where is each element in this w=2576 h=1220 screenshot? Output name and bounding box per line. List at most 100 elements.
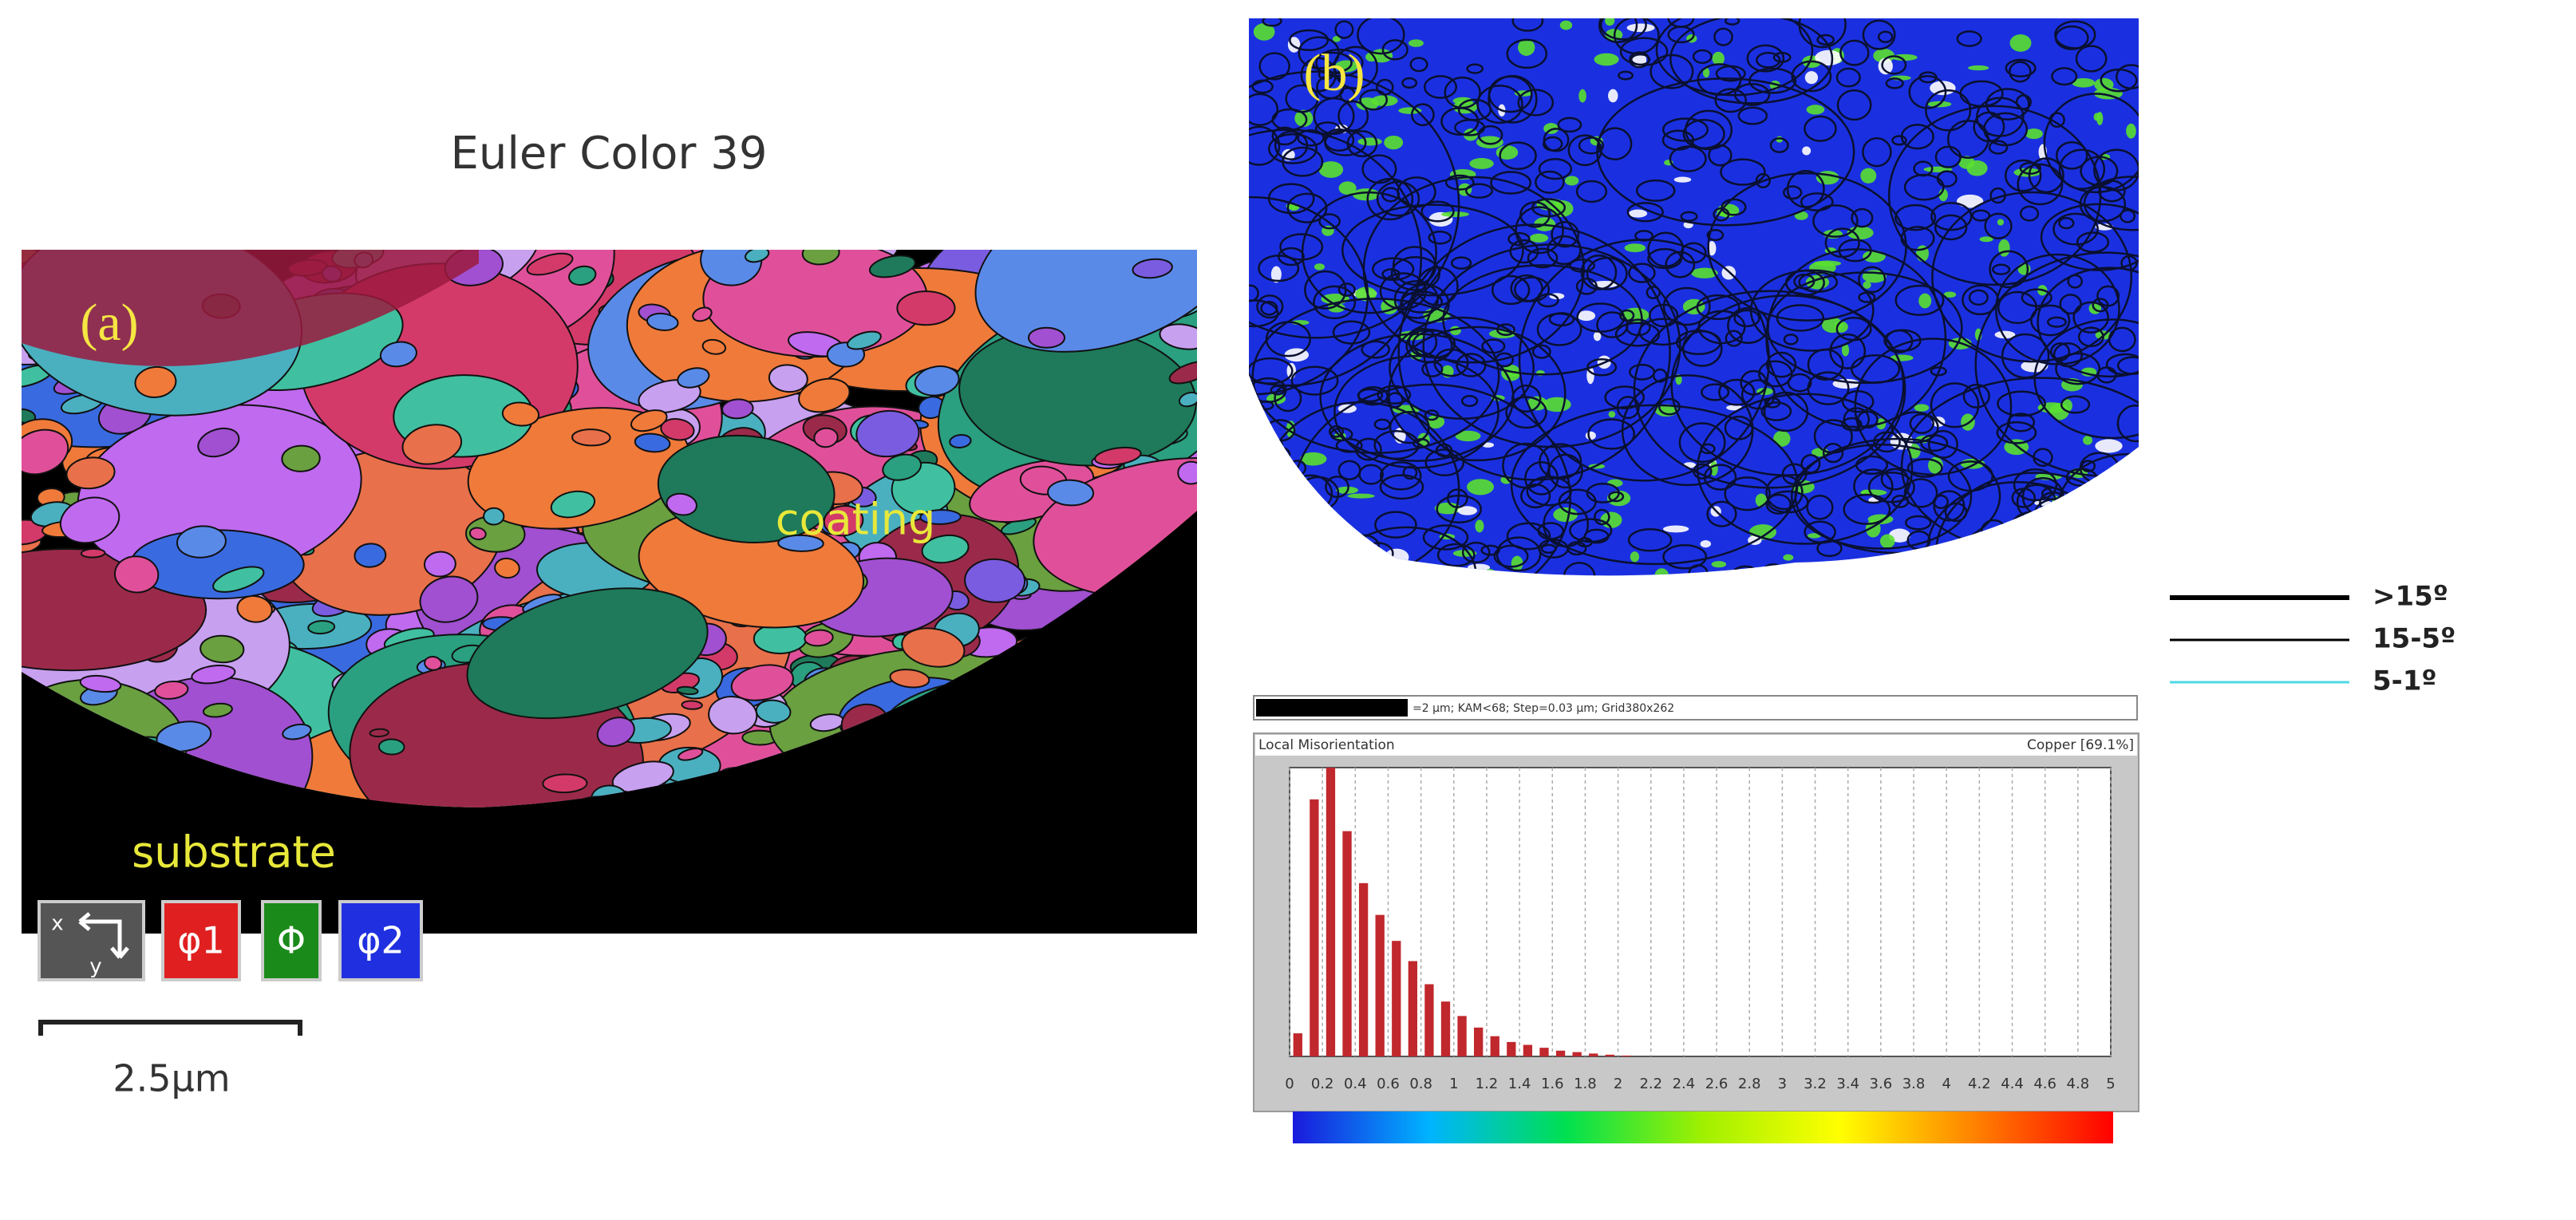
legend-label: 5-1º [2373,665,2437,697]
strain-spot [1408,39,1424,47]
grain-boundary [1450,574,1484,576]
strain-spot [1691,267,1718,278]
grain [896,290,956,326]
grain [1027,326,1066,349]
grain [1047,479,1095,507]
grain-boundary [1520,484,1551,509]
grain-boundary [2067,274,2084,289]
grain-boundary [1703,464,1737,491]
grain-boundary [1442,264,1643,376]
strain-spot [1593,331,1602,342]
strain-spot [1426,415,1445,428]
grain-boundary [2077,326,2104,348]
grain-boundary [1376,78,1394,96]
strain-spot [1606,490,1631,507]
grain-boundary [2105,353,2139,376]
grain [236,594,273,623]
x-tick-label: 1 [1449,1076,1458,1092]
grain-boundary [1667,26,1695,44]
grain-boundary [1843,407,1871,432]
grain-boundary [2019,205,2040,222]
grain-boundary [1361,340,1391,359]
strain-spot [1314,263,1326,270]
grain-boundary [2056,452,2139,565]
grain [377,738,405,756]
grain-boundary [1798,271,1839,293]
bar [1572,1052,1582,1056]
x-tick-label: 0.4 [1344,1076,1367,1092]
grain-boundary [1988,140,2009,155]
grain-boundary [1724,415,1754,440]
strain-spot [2088,479,2113,492]
strain-spot [1968,65,1989,71]
annotation: substrate [132,827,336,878]
grain-boundary [1420,200,1455,223]
strain-spot [1270,266,1282,283]
strain-spot [1994,330,2016,339]
grain [921,534,970,564]
grain-boundary [1594,508,1610,526]
grain-boundary [1381,187,1401,203]
grain-boundary [1997,531,2029,551]
strain-spot [1253,510,1275,526]
bar [1539,1048,1549,1056]
grain [708,696,758,735]
grain-boundary [1258,567,1281,576]
grain-boundary [1357,18,1405,55]
grain [677,367,710,389]
strain-spot [1843,580,1866,586]
grain-boundary [2004,159,2042,192]
grain-boundary [1934,145,1962,168]
grain-boundary [1324,129,1367,156]
grain-boundary [1997,290,2037,325]
grain-boundary [2053,212,2099,246]
grain-boundary [2088,567,2131,576]
grain-boundary [1813,419,1853,454]
grain-boundary [1841,389,1875,413]
grain-boundary [1249,487,1267,522]
strain-spot [2096,112,2104,125]
grain-boundary [1714,88,1748,113]
bar [1408,961,1418,1056]
grain [59,496,121,544]
grain-boundary [1507,231,1531,247]
grain-boundary [2120,209,2136,223]
grain-boundary [1461,541,1491,564]
grain-boundary [1402,465,1418,480]
panel-label: (b) [1304,44,1365,102]
grain-boundary [1804,115,1837,142]
grain-boundary [1267,183,1315,215]
strain-spot [1384,135,1404,150]
bar [1457,1016,1467,1056]
grain-boundary [1477,124,1503,145]
strain-spot [1527,396,1547,411]
grain [801,250,840,266]
strain-spot [1511,555,1523,571]
grain-boundary [2053,342,2083,368]
grain [80,547,106,559]
grain-boundary [1748,67,1797,94]
grain-boundary [1290,365,1339,396]
grain-boundary [1800,454,1821,474]
strain-spot [1476,136,1503,148]
bar [1555,1050,1566,1056]
grain [212,566,265,593]
grain-boundary [1680,211,1698,222]
grain-boundary [1791,60,1832,93]
strain-spot [1707,241,1717,256]
grain [847,330,882,350]
chart-subtitle: Copper [69.1%] [2027,737,2134,753]
grain [868,255,916,278]
grain-boundary [1693,463,1713,480]
grain-boundary [1466,63,1484,74]
grain-boundary [2008,511,2055,555]
grain-boundary [1634,230,1654,242]
x-tick-label: 3.6 [1870,1076,1893,1092]
grain-boundary [1262,18,1282,27]
grain-boundary [1887,105,2102,286]
strain-spot [1594,53,1619,66]
bar [1310,799,1319,1056]
strain-spot [1755,493,1768,507]
bar [1293,1033,1302,1056]
strain-spot [1587,579,1597,590]
